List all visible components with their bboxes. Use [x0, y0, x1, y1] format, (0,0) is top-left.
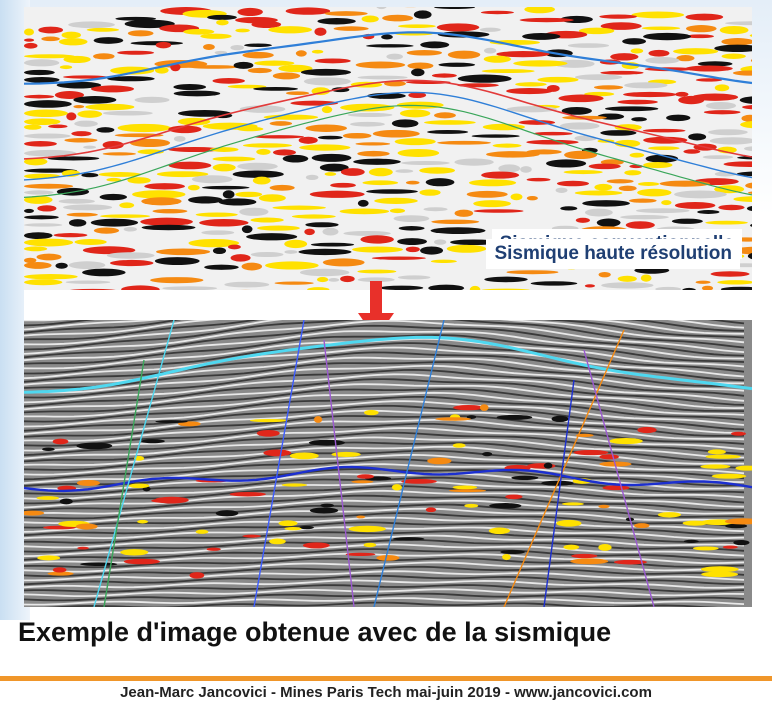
footer-divider	[0, 676, 772, 681]
seismic-figure: Sismique conventionnelle Sismique haute …	[24, 7, 752, 607]
conventional-seismic-svg	[24, 7, 752, 290]
high-resolution-seismic-image	[24, 320, 752, 607]
conventional-seismic-image	[24, 7, 752, 290]
high-resolution-seismic-svg	[24, 320, 752, 607]
slide-footer: Jean-Marc Jancovici - Mines Paris Tech m…	[120, 684, 652, 701]
slide-caption: Exemple d'image obtenue avec de la sismi…	[18, 617, 612, 647]
high-resolution-seismic-label: Sismique haute résolution	[486, 239, 740, 269]
